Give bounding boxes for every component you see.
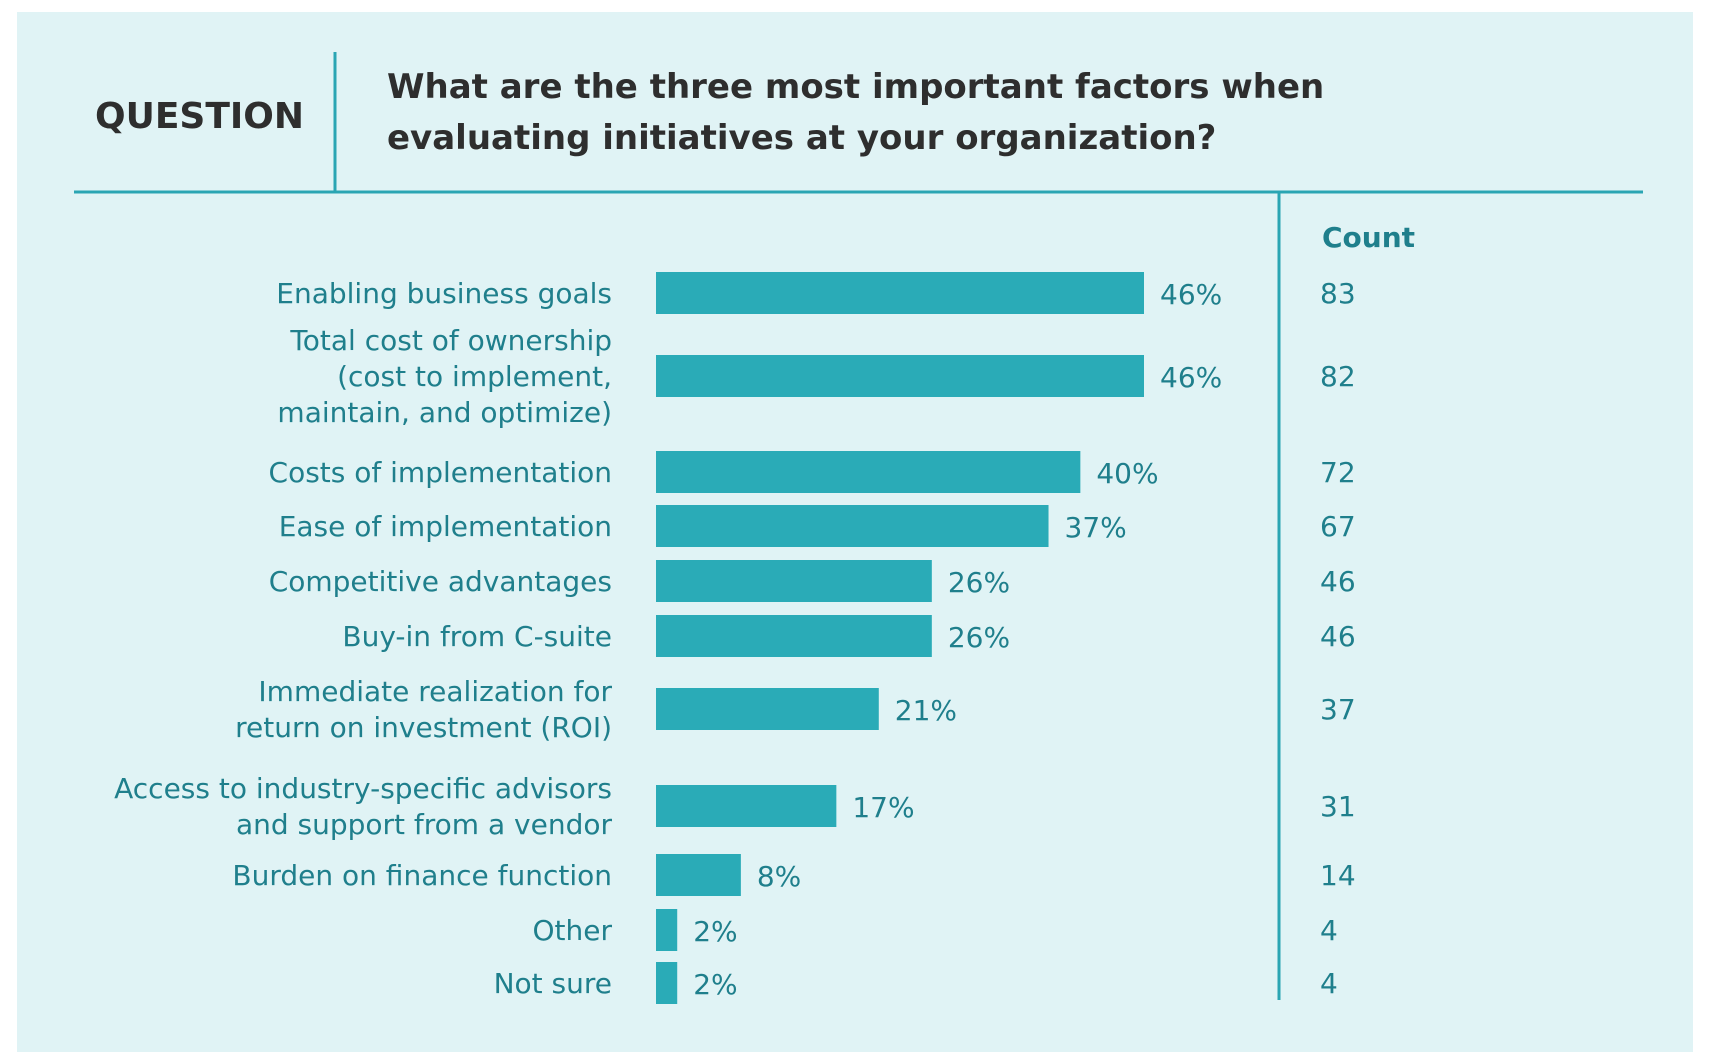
- category-label: Access to industry-specific advisors: [114, 772, 612, 805]
- bar-value-label: 2%: [693, 968, 737, 1001]
- bar: [656, 854, 741, 896]
- category-label: and support from a vendor: [236, 808, 613, 841]
- bar-row: 46% Enabling business goals 83: [276, 272, 1356, 314]
- bar: [656, 505, 1049, 547]
- count-value: 4: [1320, 967, 1338, 1000]
- bar: [656, 785, 837, 827]
- bar-value-label: 40%: [1096, 457, 1158, 490]
- category-label: Enabling business goals: [276, 277, 612, 310]
- bar-row: 26% Competitive advantages 46: [269, 560, 1356, 602]
- count-value: 46: [1320, 620, 1356, 653]
- category-label: (cost to implement,: [337, 360, 612, 393]
- category-label: Other: [532, 914, 612, 947]
- question-title-line-1: What are the three most important factor…: [387, 67, 1324, 107]
- bar-value-label: 21%: [895, 694, 957, 727]
- category-label: Costs of implementation: [269, 456, 612, 489]
- bar-value-label: 8%: [757, 860, 801, 893]
- bar-row: 46% Total cost of ownership(cost to imple…: [277, 324, 1355, 429]
- count-value: 14: [1320, 859, 1356, 892]
- category-label: Not sure: [494, 967, 612, 1000]
- count-value: 31: [1320, 790, 1356, 823]
- category-label: Ease of implementation: [279, 510, 612, 543]
- bar-row: 26% Buy-in from C-suite 46: [342, 615, 1356, 657]
- bar: [656, 962, 678, 1004]
- count-value: 4: [1320, 914, 1338, 947]
- count-value: 46: [1320, 565, 1356, 598]
- question-title-line-2: evaluating initiatives at your organizat…: [387, 118, 1216, 158]
- category-label: Burden on finance function: [232, 859, 612, 892]
- bar: [656, 272, 1144, 314]
- bar: [656, 615, 932, 657]
- count-value: 67: [1320, 510, 1356, 543]
- count-value: 82: [1320, 360, 1356, 393]
- bar-row: 40% Costs of implementation 72: [269, 451, 1356, 493]
- chart-rows: 46% Enabling business goals 83 46% Total cos…: [114, 272, 1356, 1004]
- bar: [656, 355, 1144, 397]
- count-value: 83: [1320, 277, 1356, 310]
- category-label: Total cost of ownership: [289, 324, 612, 357]
- bar-row: 8% Burden on finance function 14: [232, 854, 1356, 896]
- count-value: 37: [1320, 693, 1356, 726]
- bar-row: 2% Not sure 4: [494, 962, 1338, 1004]
- bar-value-label: 26%: [948, 566, 1010, 599]
- bar-value-label: 46%: [1160, 278, 1222, 311]
- bar-value-label: 46%: [1160, 361, 1222, 394]
- category-label: Competitive advantages: [269, 565, 612, 598]
- category-label: return on investment (ROI): [235, 711, 612, 744]
- bar-row: 17% Access to industry-specific advisorsa…: [114, 772, 1356, 841]
- bar: [656, 560, 932, 602]
- bar-value-label: 17%: [852, 791, 914, 824]
- count-header: Count: [1322, 221, 1415, 254]
- bar-value-label: 2%: [693, 915, 737, 948]
- category-label: maintain, and optimize): [277, 396, 612, 429]
- bar: [656, 909, 678, 951]
- category-label: Buy-in from C-suite: [342, 620, 612, 653]
- bar: [656, 688, 879, 730]
- bar-value-label: 37%: [1065, 511, 1127, 544]
- count-value: 72: [1320, 456, 1356, 489]
- bar-row: 2% Other 4: [532, 909, 1338, 951]
- category-label: Immediate realization for: [258, 675, 612, 708]
- bar-row: 37% Ease of implementation 67: [279, 505, 1356, 547]
- question-label: QUESTION: [95, 96, 304, 137]
- bar: [656, 451, 1081, 493]
- bar-value-label: 26%: [948, 621, 1010, 654]
